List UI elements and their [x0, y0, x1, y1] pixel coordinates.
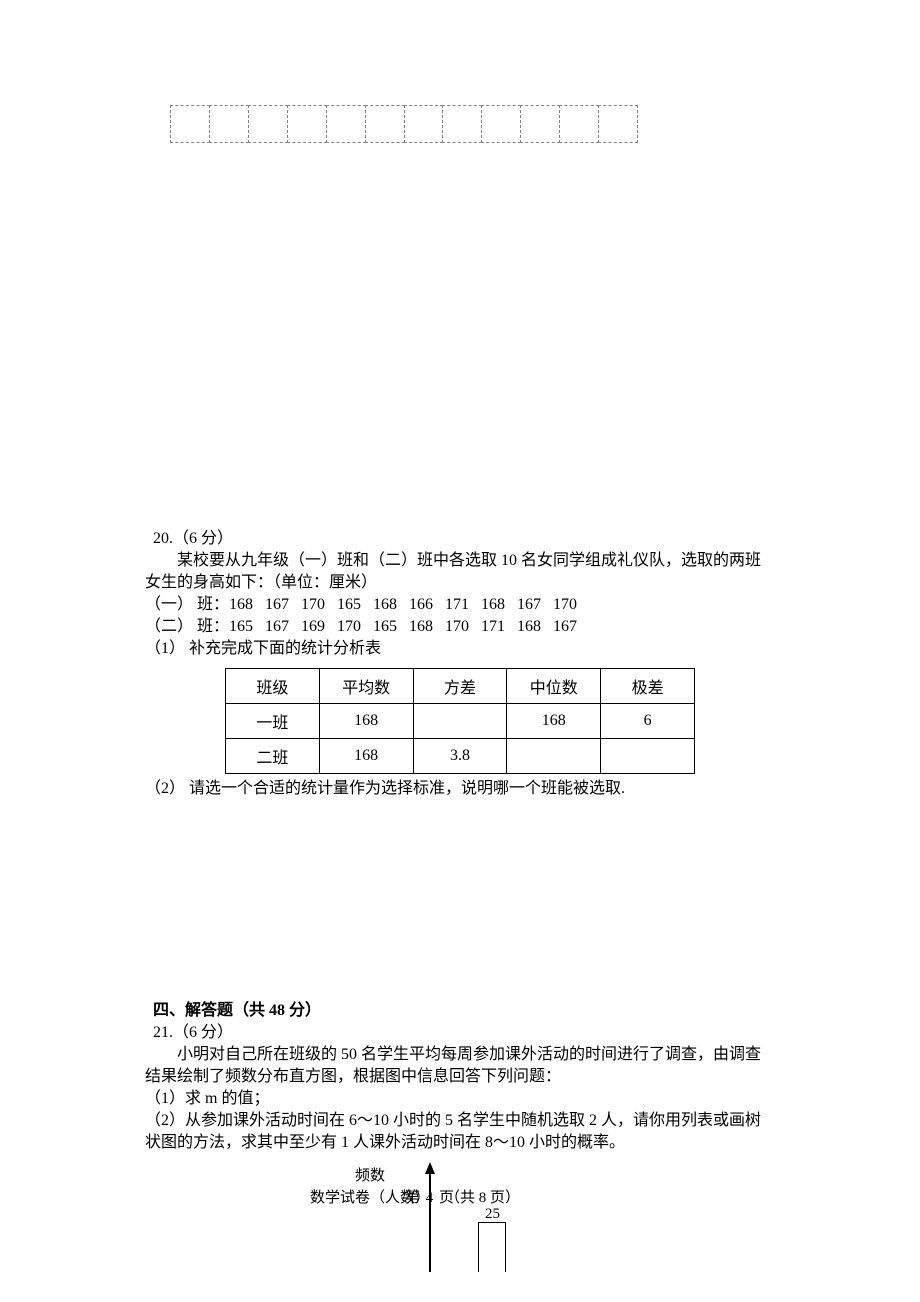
y-axis-label-1: 频数: [355, 1164, 385, 1185]
dashed-cell: [326, 105, 366, 143]
cell: 6: [601, 704, 695, 739]
bar-value-label: 25: [485, 1206, 500, 1223]
dashed-cell: [520, 105, 560, 143]
cell: 168: [319, 739, 413, 774]
class2-data: 165 167 169 170 165 168 170 171 168 167: [229, 618, 577, 635]
stats-table: 班级 平均数 方差 中位数 极差 一班 168 168 6 二班 168 3.8: [225, 668, 695, 774]
histogram-bar: [478, 1222, 506, 1272]
dashed-cell: [598, 105, 638, 143]
dashed-cell: [404, 105, 444, 143]
q21-part1: （1）求 m 的值；: [145, 1088, 775, 1110]
class1-data: 168 167 170 165 168 166 171 168 167 170: [229, 596, 577, 613]
dashed-cell: [481, 105, 521, 143]
q20-part2: （2） 请选一个合适的统计量作为选择标准，说明哪一个班能被选取.: [145, 778, 775, 800]
q20-class2: （二） 班：165 167 169 170 165 168 170 171 16…: [145, 616, 775, 638]
question-20: 20.（6 分） 某校要从九年级（一）班和（二）班中各选取 10 名女同学组成礼…: [145, 528, 775, 800]
dashed-cell: [287, 105, 327, 143]
table-header-row: 班级 平均数 方差 中位数 极差: [226, 669, 695, 704]
cell: [601, 739, 695, 774]
dashed-cell: [170, 105, 210, 143]
cell: 168: [319, 704, 413, 739]
dashed-grid: [170, 105, 638, 143]
th-range: 极差: [601, 669, 695, 704]
dashed-cell: [442, 105, 482, 143]
q20-intro: 某校要从九年级（一）班和（二）班中各选取 10 名女同学组成礼仪队，选取的两班女…: [145, 550, 775, 594]
histogram-chart: 频数 数学试卷（人数） 第 4 页 （共 8 页） 25: [310, 1164, 610, 1274]
y-axis-arrow-icon: [422, 1162, 438, 1272]
q20-class1: （一） 班：168 167 170 165 168 166 171 168 16…: [145, 594, 775, 616]
q21-intro: 小明对自己所在班级的 50 名学生平均每周参加课外活动的时间进行了调查，由调查结…: [145, 1044, 775, 1088]
table-row: 二班 168 3.8: [226, 739, 695, 774]
th-mean: 平均数: [319, 669, 413, 704]
dashed-cell: [559, 105, 599, 143]
table-row: 一班 168 168 6: [226, 704, 695, 739]
dashed-cell: [248, 105, 288, 143]
section-4: 四、解答题（共 48 分） 21.（6 分） 小明对自己所在班级的 50 名学生…: [145, 1000, 775, 1274]
cell: [507, 739, 601, 774]
class1-label: （一） 班：: [145, 596, 229, 613]
class2-label: （二） 班：: [145, 618, 229, 635]
cell: 168: [507, 704, 601, 739]
dashed-cell: [209, 105, 249, 143]
th-median: 中位数: [507, 669, 601, 704]
dashed-cell: [365, 105, 405, 143]
q20-number: 20.（6 分）: [145, 528, 775, 550]
th-class: 班级: [226, 669, 320, 704]
cell: 一班: [226, 704, 320, 739]
section-4-title: 四、解答题（共 48 分）: [145, 1000, 775, 1022]
cell: 二班: [226, 739, 320, 774]
q20-part1: （1） 补充完成下面的统计分析表: [145, 638, 775, 660]
cell: 3.8: [413, 739, 507, 774]
page-total: （共 8 页）: [445, 1186, 520, 1207]
cell: [413, 704, 507, 739]
th-variance: 方差: [413, 669, 507, 704]
q21-number: 21.（6 分）: [145, 1022, 775, 1044]
q21-part2: （2）从参加课外活动时间在 6～10 小时的 5 名学生中随机选取 2 人，请你…: [145, 1110, 775, 1154]
